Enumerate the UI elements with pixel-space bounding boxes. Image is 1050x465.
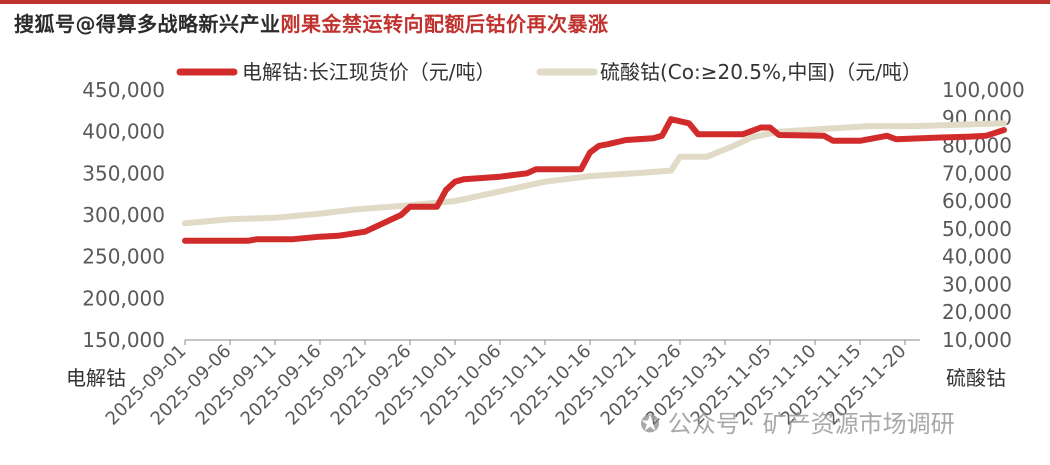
right-y-tick-label: 100,000 [942,78,1025,102]
title-accent-rule [0,0,1050,4]
left-y-tick-label: 400,000 [82,120,165,144]
left-y-tick-label: 250,000 [82,245,165,269]
watermark: ✪ 公众号 · 矿产资源市场调研 [640,404,955,439]
right-y-tick-label: 20,000 [942,300,1012,324]
right-y-tick-label: 30,000 [942,272,1012,296]
right-y-tick-label: 10,000 [942,328,1012,352]
right-axis-label: 硫酸钴 [946,366,1006,390]
legend-label-2: 硫酸钴(Co:≥20.5%,中国)（元/吨） [600,60,922,84]
left-axis-label: 电解钴 [66,366,126,390]
left-y-tick-label: 350,000 [82,161,165,185]
left-y-tick-label: 200,000 [82,286,165,310]
left-y-tick-label: 300,000 [82,203,165,227]
title-text: 刚果金禁运转向配额后钴价再次暴涨 [280,12,609,36]
series-line-1 [182,116,1007,244]
title-overlay-text: 搜狐号@得算多战略新兴产业 [14,12,281,36]
wechat-icon: ✪ [640,410,661,438]
legend-label-1: 电解钴:长江现货价（元/吨） [242,60,495,84]
left-y-tick-label: 450,000 [82,78,165,102]
right-y-tick-label: 70,000 [942,161,1012,185]
left-y-tick-label: 150,000 [82,328,165,352]
right-y-tick-label: 60,000 [942,189,1012,213]
right-y-tick-label: 50,000 [942,217,1012,241]
watermark-text: 公众号 · 矿产资源市场调研 [667,410,955,438]
chart-title: 搜狐号@得算多战略新兴产业刚果金禁运转向配额后钴价再次暴涨 [14,8,609,37]
series-line-2 [182,120,1007,227]
right-y-tick-label: 40,000 [942,245,1012,269]
